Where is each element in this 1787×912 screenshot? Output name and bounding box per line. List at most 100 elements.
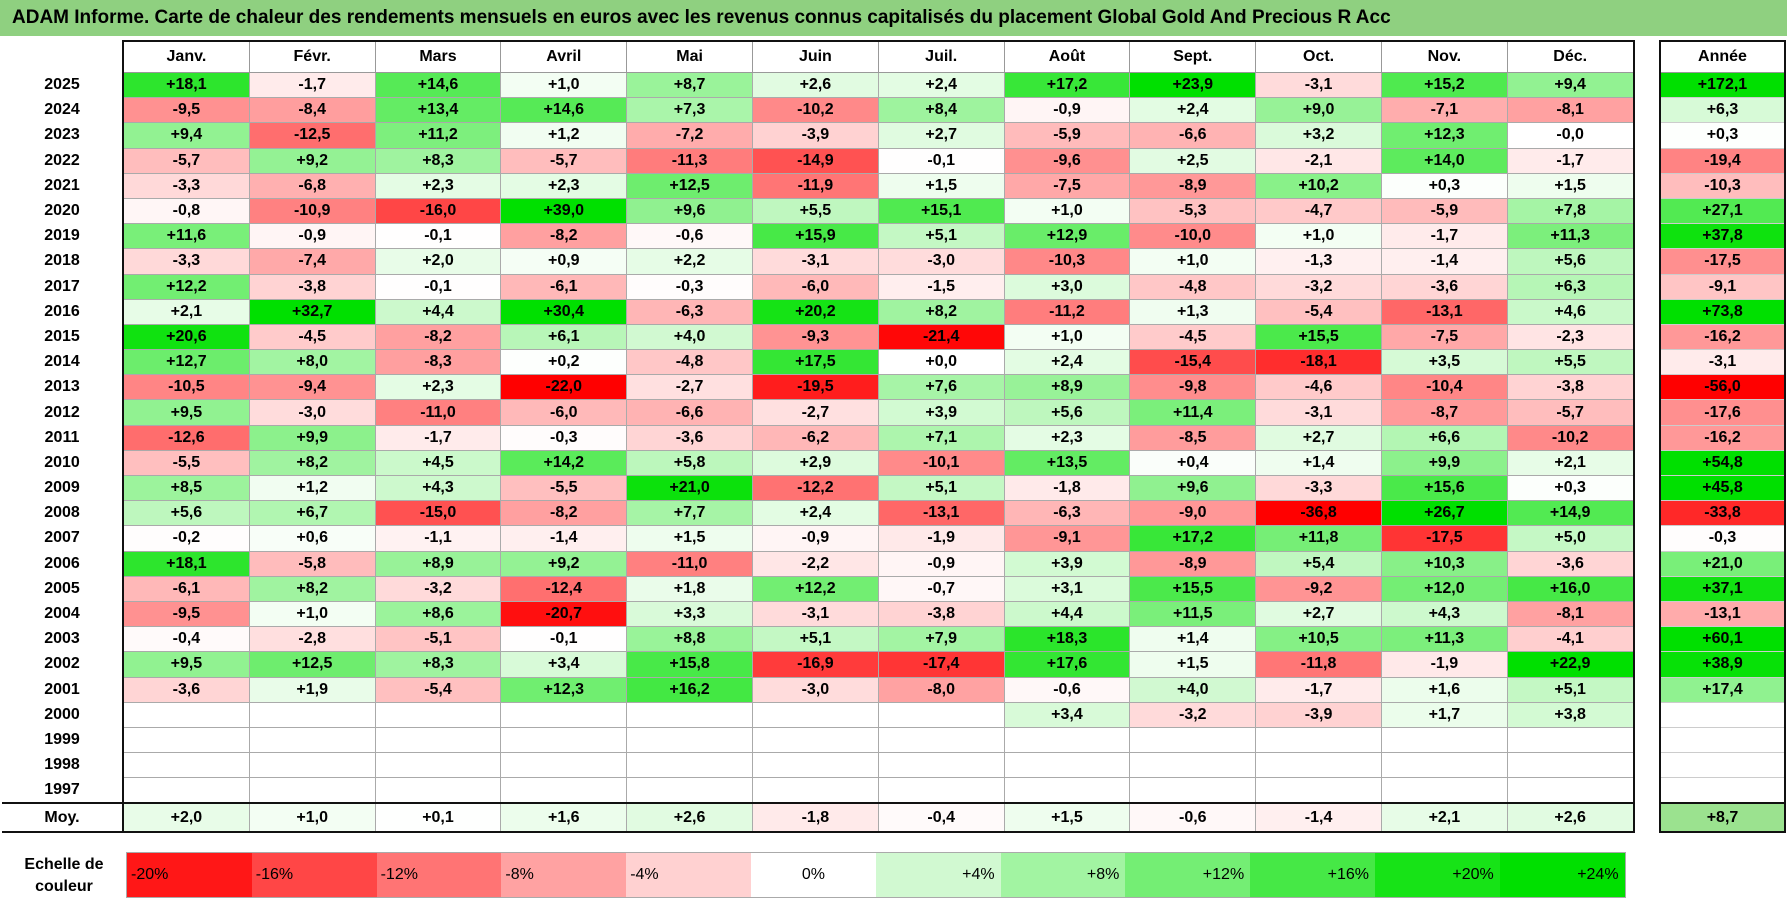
heatmap-cell: +2,7 [877, 122, 1005, 149]
year-row: 2014 +12,7 +8,0 -8,3 +0,2 -4,8 +17,5 +0,0 +2,4 -1… [2, 349, 1635, 376]
average-row: Moy. +2,0 +1,0 +0,1 +1,6 +2,6 -1,8 -0,4 +1,5 -0,6… [2, 802, 1635, 834]
heatmap-cell [1129, 777, 1257, 805]
year-row: 2002 +9,5 +12,5 +8,3 +3,4 +15,8 -16,9 -17,4 +17,… [2, 651, 1635, 678]
heatmap-cell: -0,1 [374, 223, 502, 250]
month-header: Nov. [1380, 40, 1508, 73]
heatmap-cell: +11,3 [1380, 626, 1508, 653]
year-row: 2001 -3,6 +1,9 -5,4 +12,3 +16,2 -3,0 -8,0 -0,6 +4… [2, 676, 1635, 703]
heatmap-cell [248, 752, 376, 779]
heatmap-cell [374, 752, 502, 779]
heatmap-cell: +2,1 [121, 298, 250, 325]
color-scale-step: -8% [501, 853, 627, 897]
heatmap-cell: -3,6 [626, 424, 753, 451]
heatmap-cell: +9,4 [121, 122, 250, 149]
heatmap-cell: +7,9 [877, 626, 1005, 653]
heatmap-cell: -9,1 [1003, 525, 1131, 552]
heatmap-cell: -5,3 [1129, 197, 1257, 225]
year-row: 2022 -5,7 +9,2 +8,3 -5,7 -11,3 -14,9 -0,1 -9,6 +2… [2, 147, 1635, 174]
month-header: Août [1003, 40, 1131, 73]
heatmap-cell: +1,5 [1129, 651, 1257, 678]
heatmap-cell: +7,7 [626, 500, 753, 527]
annual-cell: +27,1 [1659, 197, 1786, 225]
heatmap-cell: -1,9 [877, 525, 1005, 552]
heatmap-cell: +5,8 [626, 449, 753, 477]
annual-row: +0,3 [1659, 122, 1786, 149]
heatmap-cell: +7,8 [1506, 197, 1635, 225]
annual-cell: -0,3 [1659, 525, 1786, 552]
heatmap-cell [1380, 777, 1508, 805]
color-scale-step: -12% [376, 853, 502, 897]
annual-row: +73,8 [1659, 298, 1786, 325]
heatmap-cell: -0,2 [121, 525, 250, 552]
color-scale-step: +12% [1125, 853, 1251, 897]
heatmap-cell [1129, 726, 1257, 754]
heatmap-cell: +1,5 [877, 172, 1005, 199]
heatmap-cell: +26,7 [1380, 500, 1508, 527]
color-scale-step: +4% [875, 853, 1001, 897]
heatmap-cell: -17,5 [1380, 525, 1508, 552]
month-header: Sept. [1129, 40, 1257, 73]
heatmap-cell [1003, 726, 1131, 754]
heatmap-cell [374, 726, 502, 754]
heatmap-cell: +1,0 [248, 600, 376, 628]
average-cell: -0,4 [877, 802, 1005, 834]
heatmap-cell: -1,5 [877, 273, 1005, 300]
heatmap-cell [877, 752, 1005, 779]
color-scale-step: -4% [626, 853, 751, 897]
heatmap-cell: +10,3 [1380, 550, 1508, 577]
annual-cell [1659, 701, 1786, 728]
heatmap-cell: +4,4 [1003, 600, 1131, 628]
heatmap-cell: +5,1 [877, 474, 1005, 502]
heatmap-cell: -10,2 [1506, 424, 1635, 451]
heatmap-cell: -0,9 [1003, 97, 1131, 124]
heatmap-cell: -8,7 [1380, 399, 1508, 426]
heatmap-cell: +5,5 [1506, 349, 1635, 376]
year-label: 2024 [44, 101, 80, 119]
heatmap-cell [121, 701, 250, 728]
color-scale-label-line1: Echelle de [24, 856, 104, 873]
heatmap-cell: -5,5 [500, 474, 628, 502]
heatmap-cell: -3,3 [121, 172, 250, 199]
annual-cell: -17,5 [1659, 248, 1786, 275]
heatmap-cell: -10,1 [877, 449, 1005, 477]
heatmap-cell: +0,2 [500, 349, 628, 376]
annual-cell: +172,1 [1659, 71, 1786, 99]
heatmap-cell: +2,9 [751, 449, 879, 477]
heatmap-cell [1003, 777, 1131, 805]
year-label: 2006 [44, 554, 80, 572]
heatmap-cell: -5,4 [374, 676, 502, 703]
year-label: 2013 [44, 378, 80, 396]
heatmap-cell [626, 777, 753, 805]
heatmap-cell: +4,0 [1129, 676, 1257, 703]
annual-cell: -10,3 [1659, 172, 1786, 199]
heatmap-cell: +8,3 [374, 147, 502, 174]
heatmap-cell: -10,5 [121, 374, 250, 401]
heatmap-cell: +16,0 [1506, 575, 1635, 602]
heatmap-cell: +13,4 [374, 97, 502, 124]
heatmap-cell: -3,1 [751, 248, 879, 275]
heatmap-cell: -11,2 [1003, 298, 1131, 325]
heatmap-cell: -3,8 [1506, 374, 1635, 401]
heatmap-cell [121, 777, 250, 805]
annual-cell: -19,4 [1659, 147, 1786, 174]
heatmap-cell: -3,2 [374, 575, 502, 602]
annual-cell [1659, 777, 1786, 805]
heatmap-cell: -3,8 [877, 600, 1005, 628]
heatmap-cell: -1,1 [374, 525, 502, 552]
year-label: 1997 [44, 781, 80, 799]
heatmap-cell: +12,5 [248, 651, 376, 678]
average-cell: -1,8 [751, 802, 879, 834]
month-header: Juil. [877, 40, 1005, 73]
heatmap-cell: -3,6 [121, 676, 250, 703]
heatmap-cell [1129, 752, 1257, 779]
heatmap-cell: -9,0 [1129, 500, 1257, 527]
annual-row: -19,4 [1659, 147, 1786, 174]
color-scale-cells: -20% -16% -12% -8% -4% 0% +4% +8% +12% +16% +20% +2… [126, 852, 1626, 898]
annual-cell: +37,1 [1659, 575, 1786, 602]
heatmap-cell: -3,1 [1255, 71, 1382, 99]
year-row: 1997 [2, 777, 1635, 805]
heatmap-cell: +0,9 [500, 248, 628, 275]
heatmap-cell: +12,5 [626, 172, 753, 199]
heatmap-cell [1506, 752, 1635, 779]
heatmap-cell: +0,4 [1129, 449, 1257, 477]
